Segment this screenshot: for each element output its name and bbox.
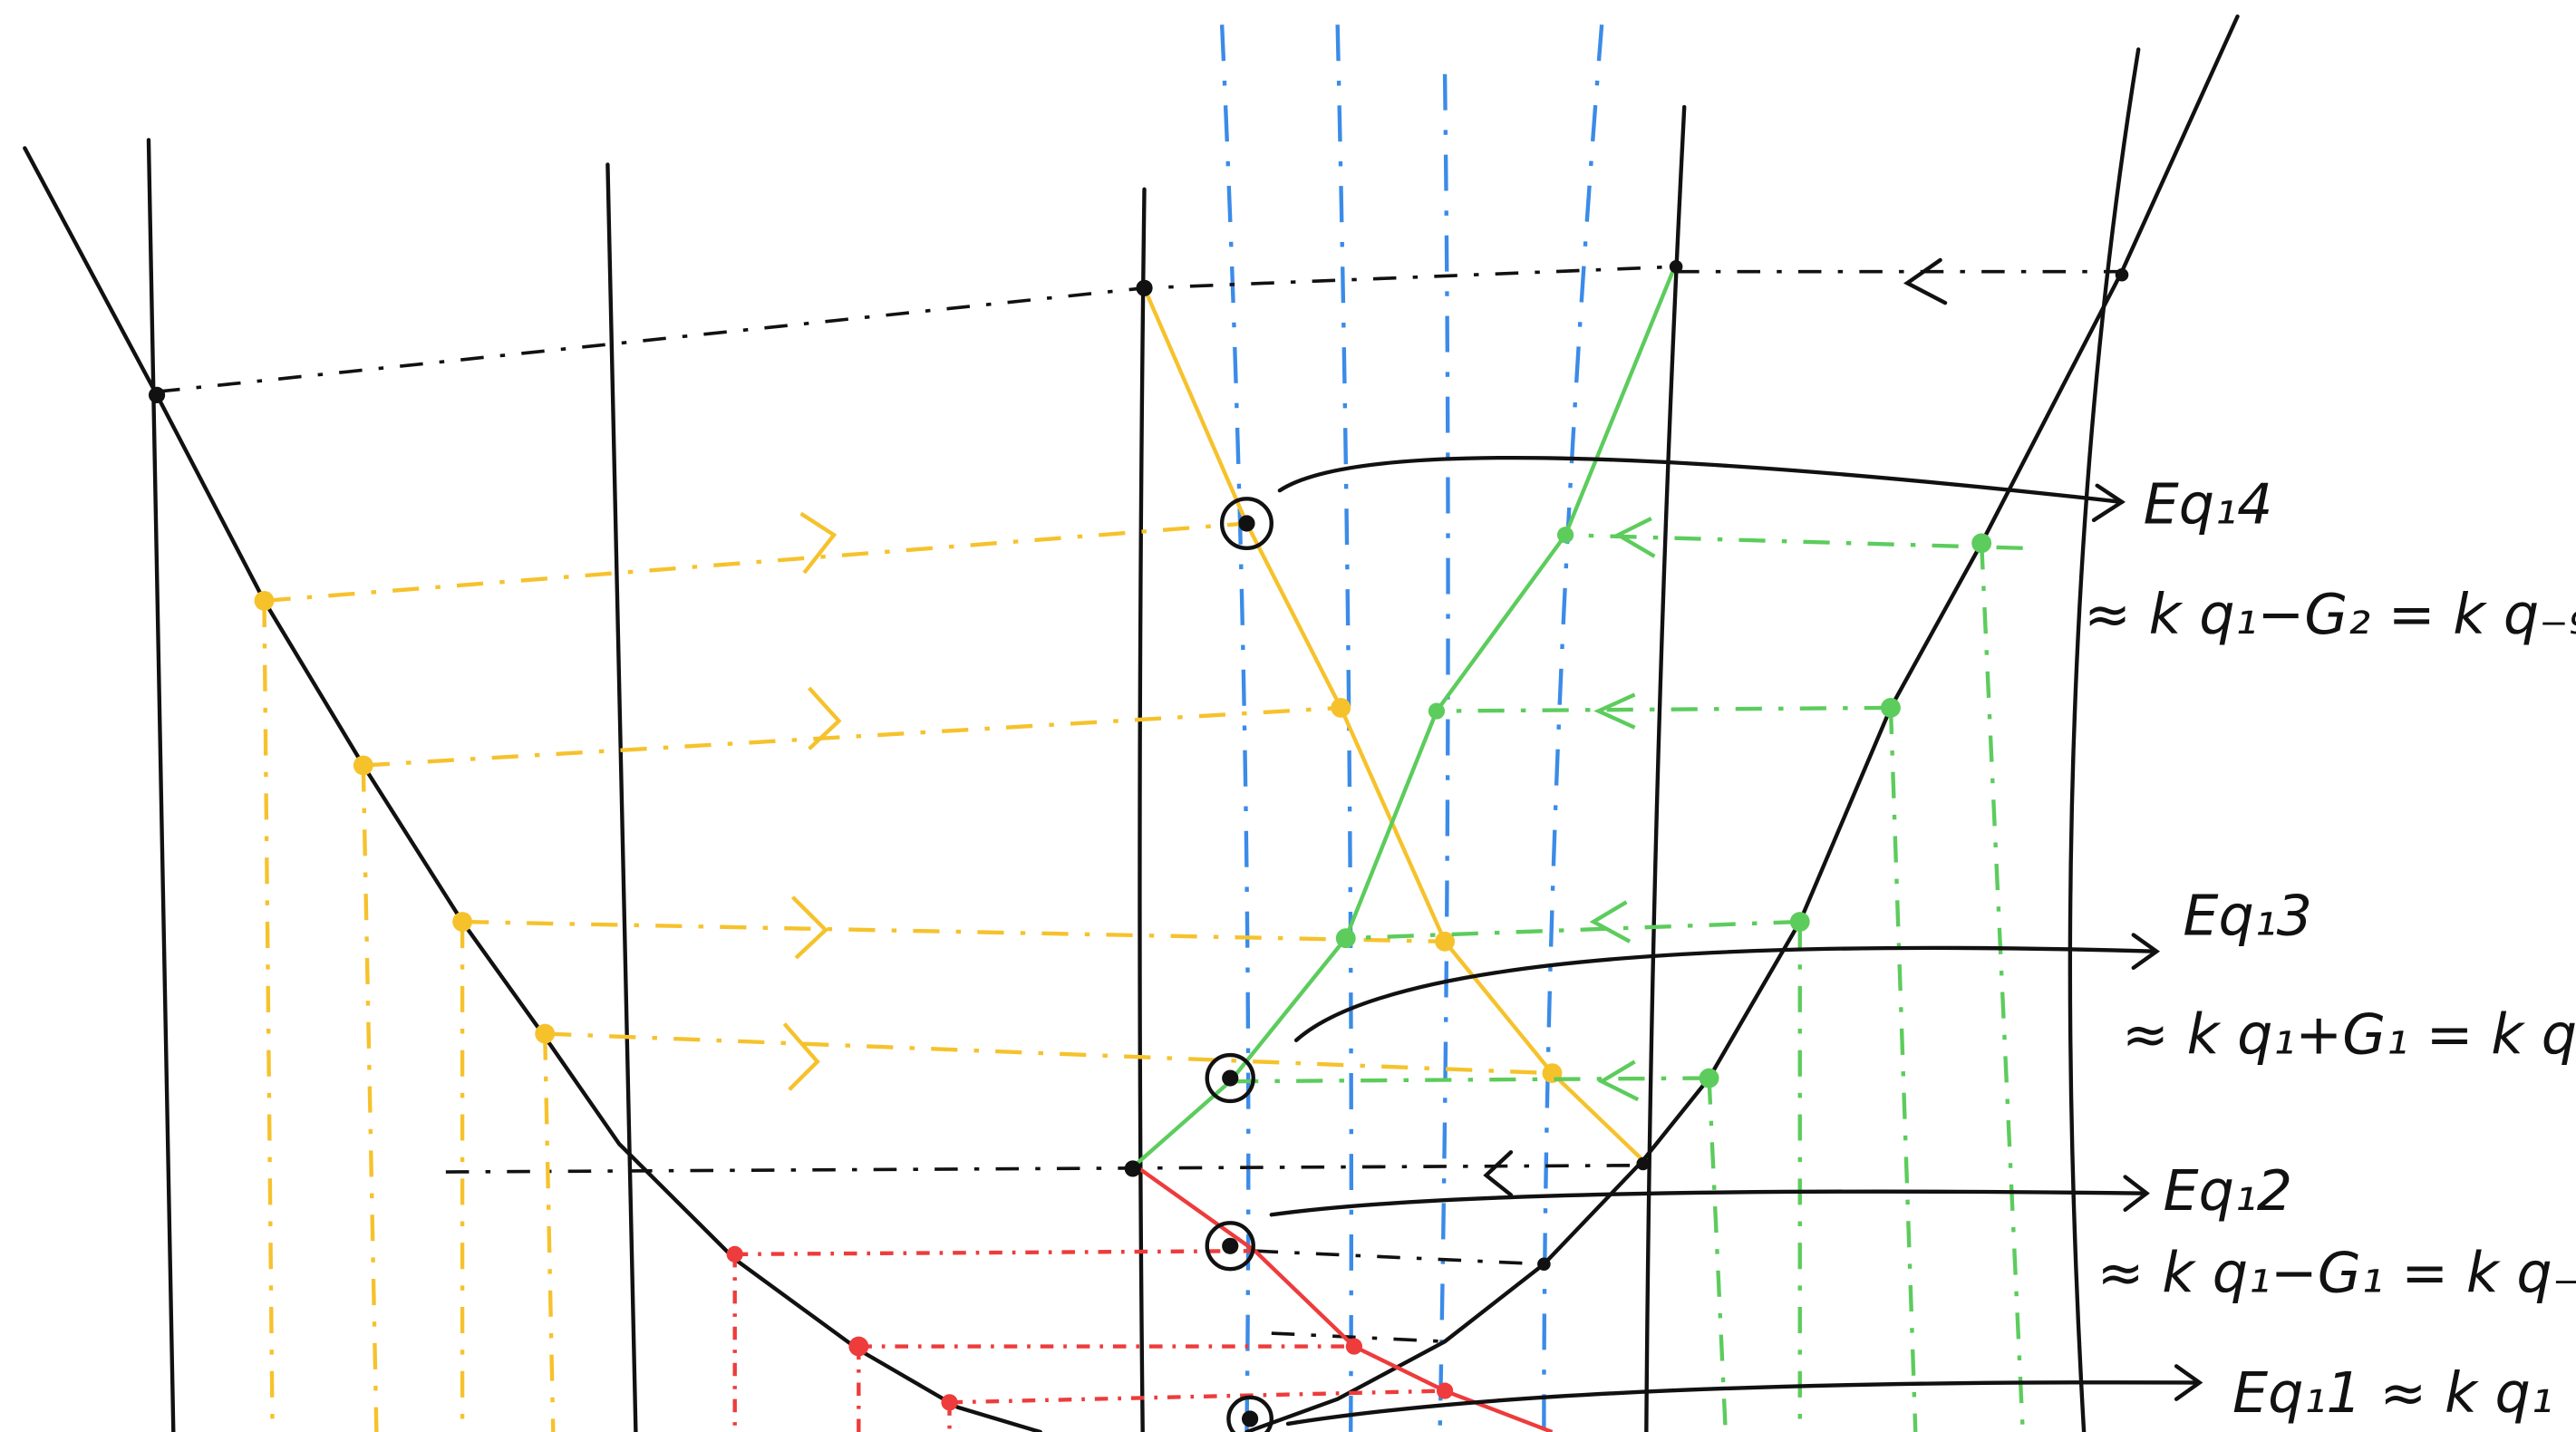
verticals — [146, 47, 2141, 1432]
label: ≈ k q₁+G₁ = k q₆ — [2122, 1001, 2576, 1067]
points — [148, 259, 2129, 1432]
blue-lines — [1219, 24, 1604, 1432]
arrows — [1269, 455, 2203, 1427]
label: ≈ k q₁−G₂ = k q₋₉ — [2084, 582, 2576, 647]
label: ≈ k q₁−G₁ = k q₋₄ — [2097, 1241, 2576, 1306]
parabola — [23, 14, 2240, 1432]
label: Eq₁2 — [2164, 1158, 2293, 1224]
labels: Eq₁4 ≈ k q₁−G₂ = k q₋₉ Eq₁3 ≈ k q₁+G₁ = … — [2084, 472, 2576, 1427]
label: Eq₁1 ≈ k q₁ — [2232, 1360, 2553, 1426]
label: Eq₁4 — [2144, 472, 2273, 537]
green — [1129, 262, 2025, 1432]
red — [726, 1166, 1554, 1432]
label: Eq₁3 — [2183, 884, 2312, 949]
